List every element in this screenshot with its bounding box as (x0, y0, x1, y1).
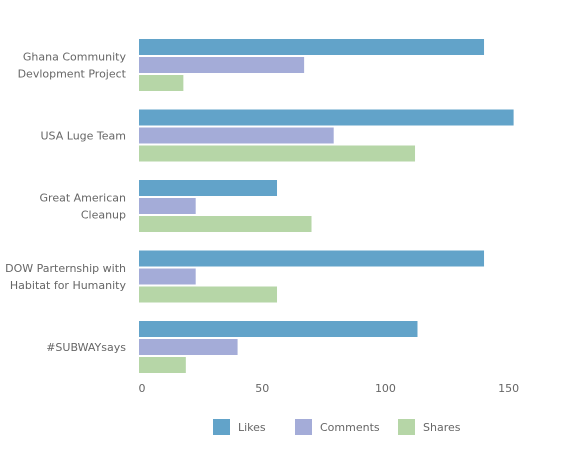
category-label-4-0: #SUBWAYsays (46, 341, 126, 354)
bar-likes-1 (139, 109, 514, 126)
bar-likes-3 (139, 250, 485, 267)
category-label-0-0: Ghana Community (23, 51, 127, 64)
category-label-0-1: Devlopment Project (18, 68, 127, 81)
bar-comments-0 (139, 57, 305, 73)
bar-shares-3 (139, 286, 278, 303)
bar-shares-1 (139, 145, 416, 162)
x-tick-label-3: 150 (498, 382, 519, 395)
bar-comments-2 (139, 198, 196, 214)
legend-swatch-likes (213, 419, 230, 435)
category-label-3-0: DOW Parternship with (5, 262, 126, 275)
x-tick-label-1: 50 (255, 382, 269, 395)
bar-shares-0 (139, 75, 184, 91)
bar-comments-3 (139, 268, 196, 285)
bar-shares-2 (139, 216, 312, 232)
bar-likes-4 (139, 321, 418, 337)
category-label-2-1: Cleanup (81, 209, 126, 222)
bar-comments-4 (139, 339, 238, 355)
x-axis-ticks: 0 50 100 150 (139, 382, 520, 395)
bar-likes-0 (139, 39, 485, 55)
legend-label-shares: Shares (423, 421, 461, 434)
legend-swatch-comments (295, 419, 312, 435)
bar-shares-4 (139, 357, 186, 373)
bar-comments-1 (139, 127, 334, 144)
category-label-2-0: Great American (40, 192, 126, 205)
bar-likes-2 (139, 180, 278, 196)
legend-label-likes: Likes (238, 421, 266, 434)
x-tick-label-2: 100 (375, 382, 396, 395)
legend-label-comments: Comments (320, 421, 380, 434)
category-label-3-1: Habitat for Humanity (10, 279, 127, 292)
category-label-1-0: USA Luge Team (41, 130, 127, 143)
legend: Likes Comments Shares (213, 419, 461, 435)
bars (139, 39, 514, 373)
legend-swatch-shares (398, 419, 415, 435)
category-labels: Ghana Community Devlopment Project USA Lug… (5, 51, 127, 355)
x-tick-label-0: 0 (139, 382, 146, 395)
